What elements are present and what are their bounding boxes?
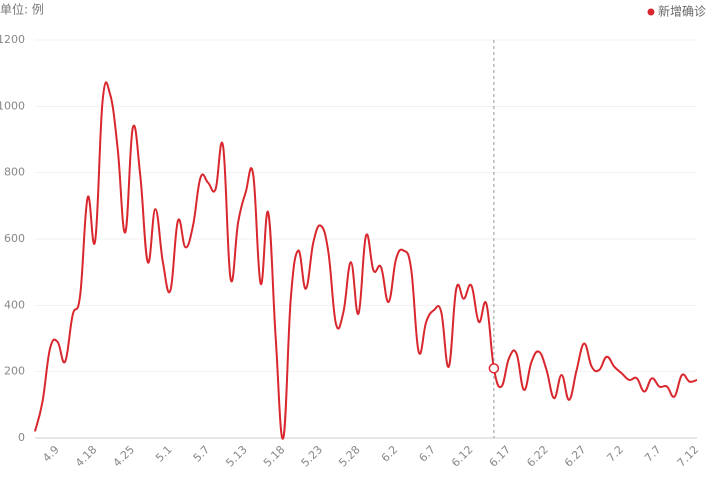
y-tick-label: 400 (4, 298, 25, 311)
y-tick-label: 1000 (0, 99, 25, 112)
x-tick-label: 5.28 (336, 443, 363, 470)
x-tick-label: 5.23 (299, 443, 326, 470)
legend-label: 新增确诊 (658, 4, 706, 19)
x-tick-label: 5.18 (261, 443, 288, 470)
y-tick-label: 200 (4, 365, 25, 378)
y-tick-label: 800 (4, 166, 25, 179)
x-tick-label: 7.2 (604, 443, 626, 465)
x-tick-label: 6.22 (524, 443, 551, 470)
x-tick-label: 6.12 (449, 443, 476, 470)
y-tick-label: 600 (4, 232, 25, 245)
unit-label: 单位: 例 (0, 2, 44, 17)
x-tick-label: 4.25 (111, 443, 138, 470)
x-tick-label: 7.12 (675, 443, 702, 470)
y-tick-label: 0 (18, 431, 25, 444)
x-tick-label: 4.9 (40, 443, 62, 465)
x-tick-label: 5.13 (223, 443, 250, 470)
x-tick-label: 6.7 (416, 443, 438, 465)
data-line (34, 81, 698, 440)
legend-item: 新增确诊 (647, 4, 706, 19)
x-tick-label: 7.7 (642, 443, 664, 465)
x-tick-label: 5.1 (153, 443, 175, 465)
x-tick-label: 6.2 (379, 443, 401, 465)
highlight-point (488, 363, 500, 374)
x-tick-label: 6.27 (562, 443, 589, 470)
y-tick-label: 1200 (0, 33, 25, 46)
x-tick-label: 5.7 (191, 443, 213, 465)
x-tick-label: 4.18 (73, 443, 100, 470)
legend-marker (647, 8, 655, 16)
x-tick-label: 6.17 (487, 443, 514, 470)
